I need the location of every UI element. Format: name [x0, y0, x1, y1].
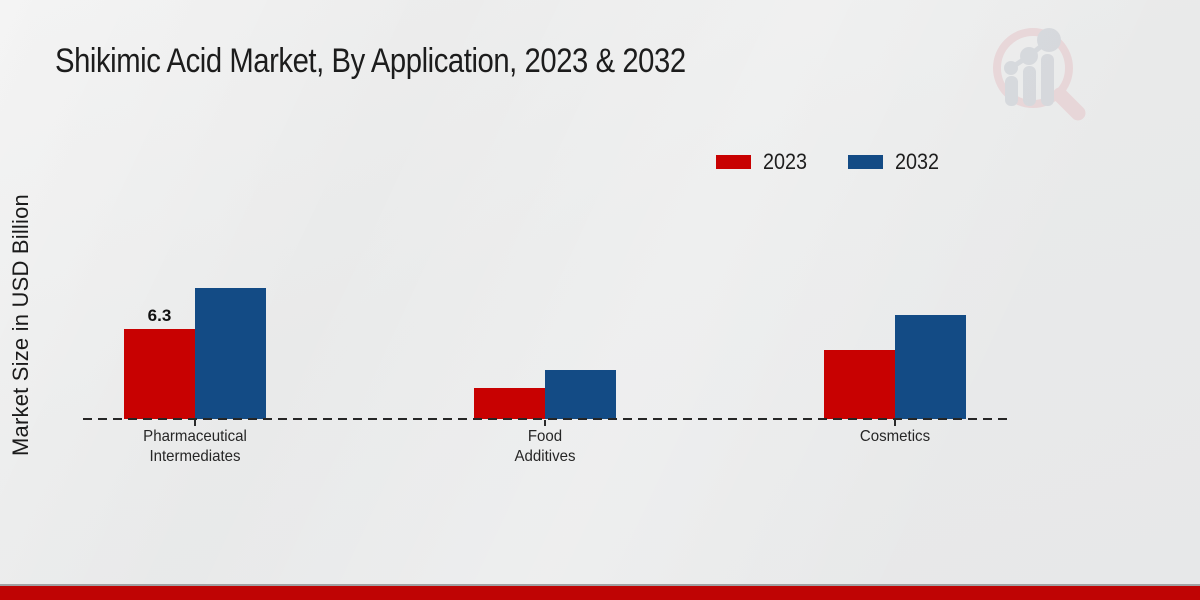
- bar-2032-cosmetics: [895, 315, 966, 419]
- bar-2023-food-additives: [474, 388, 545, 419]
- y-axis-label: Market Size in USD Billion: [8, 194, 33, 456]
- x-axis-baseline: [83, 418, 1007, 420]
- legend-swatch-2032: [847, 155, 883, 169]
- legend-label-2023: 2023: [763, 149, 808, 174]
- legend-swatch-2023: [716, 155, 751, 169]
- magnifier-bar-chart-watermark-icon: [993, 28, 1086, 121]
- bar-2023-cosmetics: [824, 350, 895, 419]
- category-label-pharmaceutical-intermediates: Pharmaceutical Intermediates: [143, 428, 247, 465]
- axis-tick-pharmaceutical-intermediates: [194, 420, 196, 426]
- bar-2032-food-additives: [545, 370, 616, 419]
- footer-accent-bar: [0, 584, 1200, 600]
- legend-item-2023: 2023: [716, 149, 812, 175]
- bar-2032-pharmaceutical-intermediates: [195, 288, 266, 419]
- legend-label-2032: 2032: [894, 149, 940, 174]
- bar-value-label: 6.3: [147, 306, 172, 325]
- legend-item-2032: 2032: [847, 149, 944, 175]
- axis-tick-food-additives: [544, 420, 546, 426]
- category-label-food-additives: Food Additives: [514, 428, 576, 465]
- x-axis-ticks: [83, 420, 1007, 428]
- axis-tick-cosmetics: [894, 420, 896, 426]
- bar-2023-pharmaceutical-intermediates: 6.3: [124, 306, 195, 419]
- chart-title: Shikimic Acid Market, By Application, 20…: [55, 42, 686, 80]
- category-label-cosmetics: Cosmetics: [859, 428, 931, 445]
- legend: 2023 2032: [716, 149, 944, 175]
- plot-area: 6.3: [83, 219, 1007, 419]
